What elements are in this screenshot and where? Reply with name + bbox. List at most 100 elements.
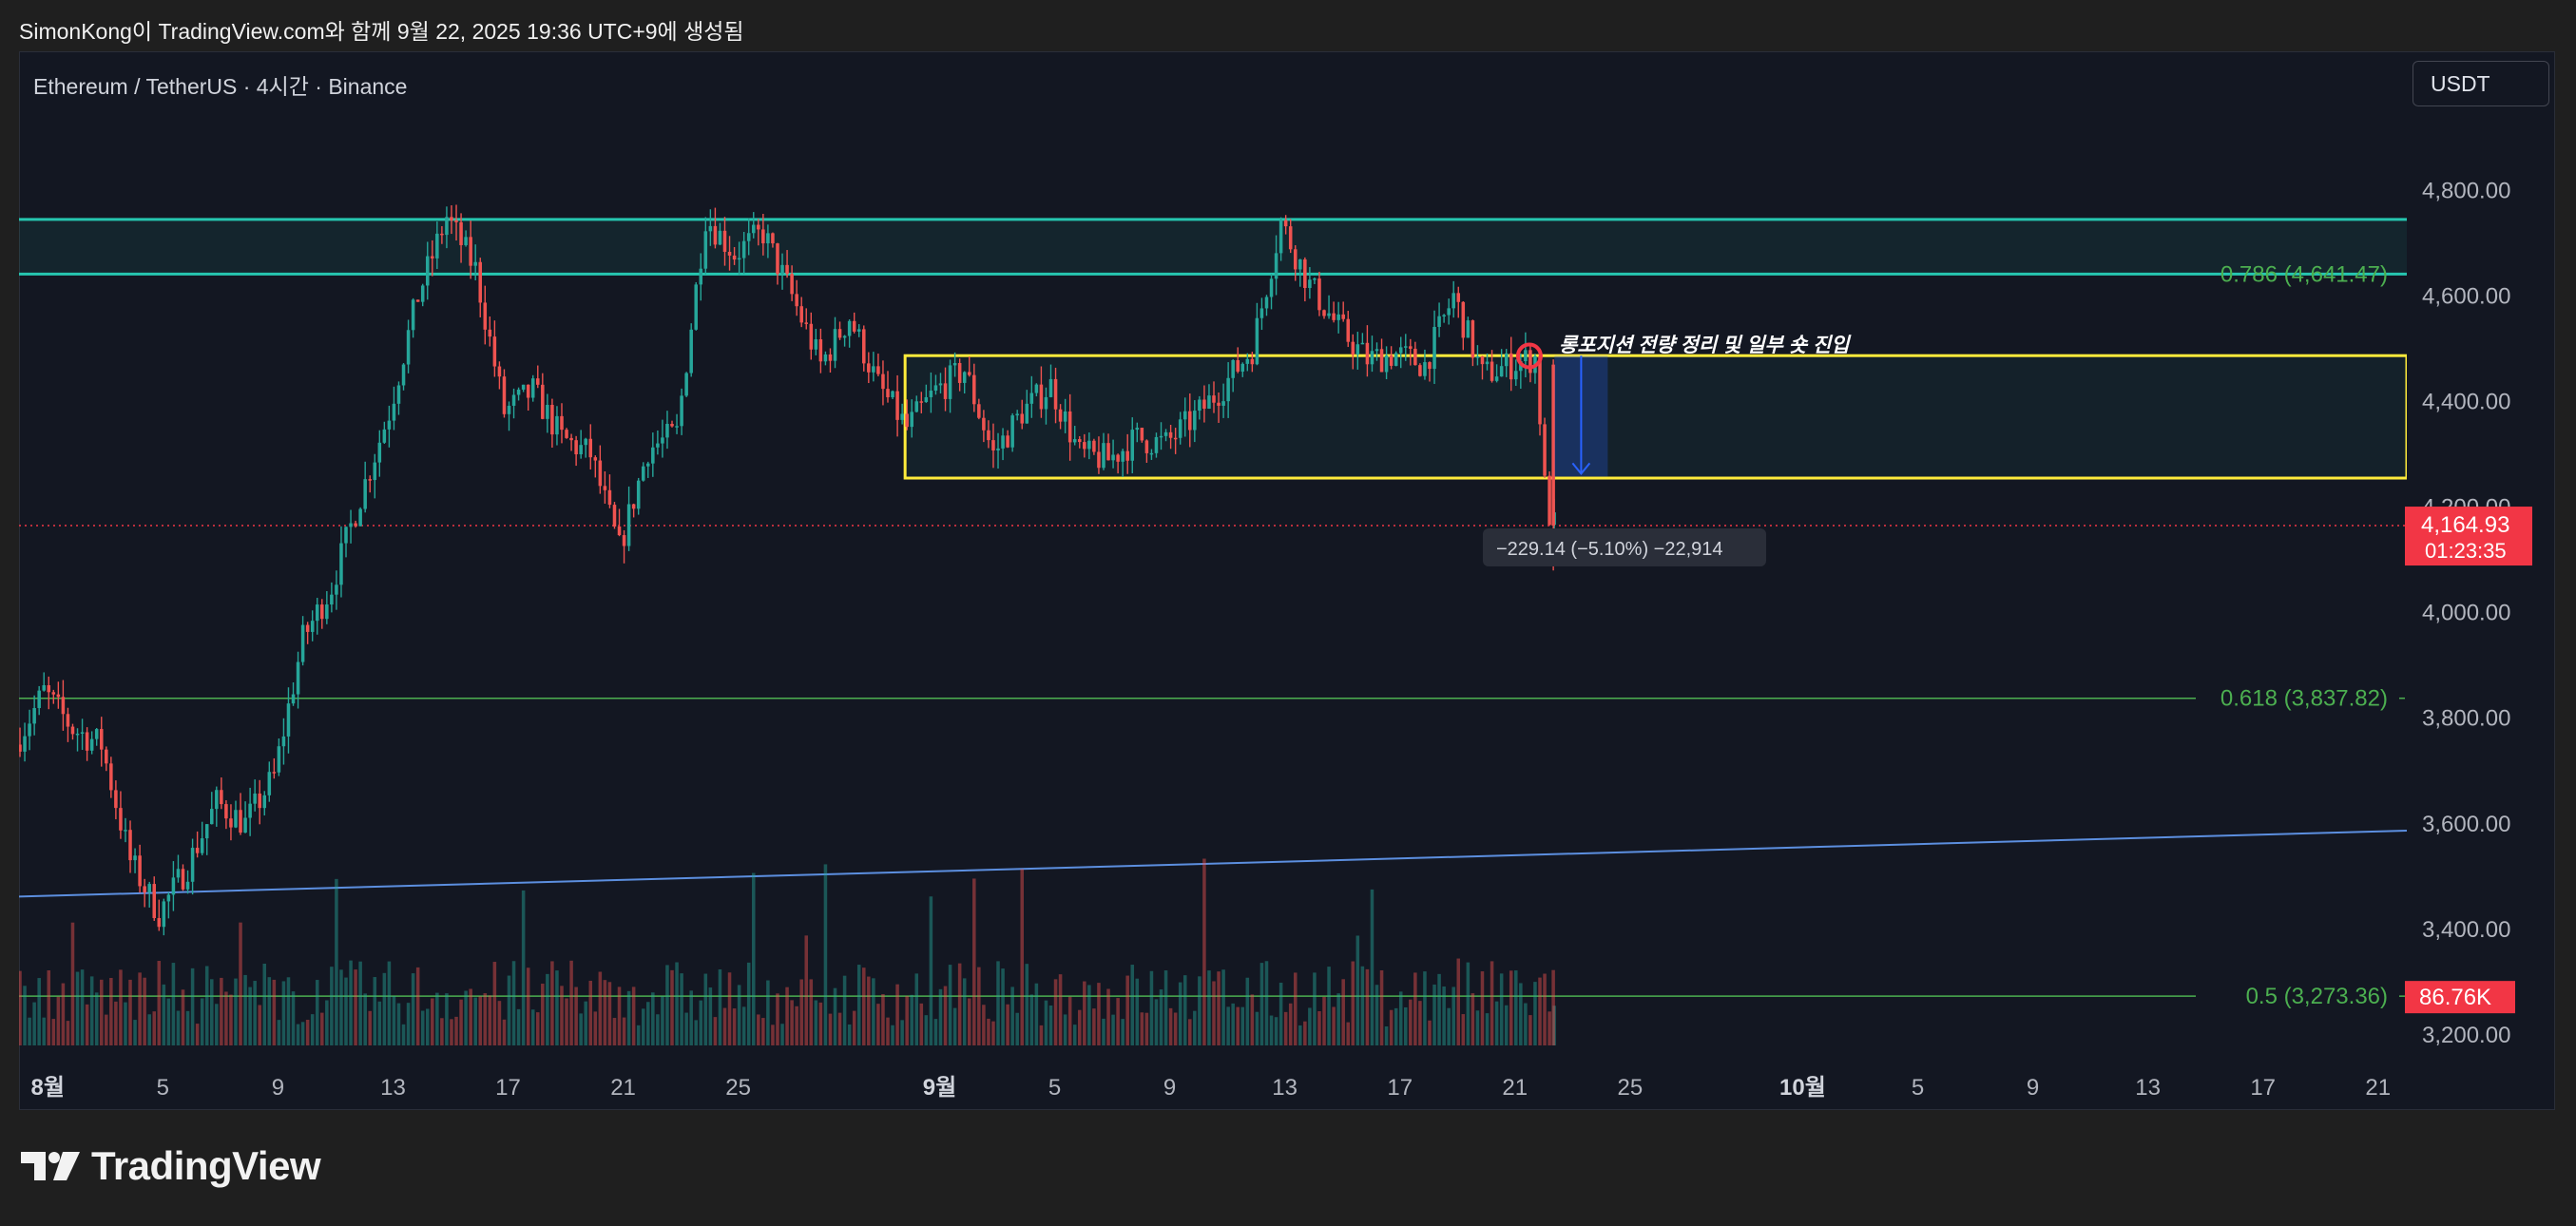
- candle-body: [1437, 316, 1441, 327]
- volume-bar: [1130, 965, 1135, 1045]
- resistance-zone: [19, 219, 2407, 275]
- volume-bar: [1398, 991, 1403, 1045]
- volume-bar: [1015, 1012, 1019, 1045]
- candle-body: [1173, 437, 1178, 440]
- candle-body: [80, 732, 85, 734]
- candle-body: [1447, 308, 1451, 316]
- volume-bar: [680, 973, 683, 1045]
- candle-body: [536, 378, 540, 385]
- candle-body: [1067, 411, 1072, 443]
- volume-bar: [722, 1007, 727, 1045]
- candle-body: [987, 430, 990, 441]
- candle-body: [1039, 384, 1044, 410]
- candle-body: [1264, 297, 1269, 309]
- volume-bar: [737, 985, 741, 1045]
- candle-body: [766, 233, 770, 244]
- volume-bar: [1514, 970, 1518, 1045]
- volume-bar: [718, 968, 722, 1045]
- candle-body: [737, 258, 741, 260]
- volume-bar: [80, 969, 85, 1045]
- volume-bar: [785, 987, 789, 1045]
- volume-bar: [1034, 983, 1039, 1045]
- volume-bar: [694, 1020, 698, 1045]
- candle-body: [363, 479, 367, 509]
- candle-body: [771, 233, 775, 244]
- volume-bar: [828, 1013, 833, 1045]
- volume-bar: [646, 1002, 650, 1045]
- candle-body: [1001, 435, 1005, 449]
- volume-bar: [377, 1001, 382, 1045]
- volume-bar: [1365, 968, 1370, 1045]
- candle-body: [1102, 443, 1105, 469]
- candle-body: [1332, 313, 1336, 320]
- candle-body: [478, 261, 483, 303]
- volume-bar: [991, 1021, 995, 1045]
- volume-bar: [459, 999, 463, 1045]
- volume-bar: [335, 878, 338, 1045]
- candle-body: [344, 527, 348, 544]
- candle-body: [1116, 454, 1120, 462]
- volume-bar: [37, 978, 41, 1045]
- candle-body: [910, 412, 913, 428]
- volume-bar: [1524, 1003, 1528, 1045]
- candle-body: [195, 848, 200, 853]
- volume-bar: [387, 961, 392, 1045]
- candle-body: [1543, 424, 1547, 476]
- candle-body: [1058, 409, 1063, 422]
- candle-body: [1020, 413, 1024, 424]
- candle-body: [1428, 362, 1432, 370]
- candle-body: [895, 391, 899, 420]
- volume-bar: [1490, 961, 1494, 1045]
- volume-bar: [1159, 989, 1163, 1045]
- candle-body: [776, 243, 779, 275]
- volume-bar: [1058, 974, 1063, 1045]
- volume-bar: [85, 1004, 89, 1045]
- volume-bar: [396, 1003, 401, 1045]
- volume-bar: [665, 965, 669, 1045]
- exit-marker-circle: [1515, 342, 1543, 370]
- candle-body: [229, 818, 233, 828]
- volume-bar: [684, 1012, 688, 1045]
- volume-bar: [373, 977, 377, 1045]
- candle-body: [401, 364, 406, 386]
- candle-body: [699, 268, 703, 285]
- volume-bar: [89, 976, 94, 1045]
- x-axis-label: 17: [2250, 1075, 2276, 1101]
- volume-bar: [1298, 1025, 1302, 1045]
- candle-body: [1389, 354, 1394, 366]
- candle-body: [406, 330, 411, 365]
- volume-bar: [1212, 981, 1216, 1045]
- volume-bar: [952, 1007, 957, 1045]
- candle-body: [483, 302, 488, 330]
- candle-body: [1231, 359, 1235, 378]
- volume-bar: [1193, 1010, 1197, 1045]
- currency-button[interactable]: USDT: [2413, 61, 2549, 106]
- volume-bar: [1423, 971, 1427, 1045]
- volume-bar: [732, 1008, 737, 1045]
- volume-bar: [1102, 1018, 1105, 1045]
- candle-body: [253, 793, 257, 804]
- volume-bar: [1163, 970, 1168, 1045]
- volume-bar: [1428, 1020, 1432, 1045]
- volume-bar: [982, 1005, 986, 1045]
- volume-bar: [1092, 1008, 1096, 1045]
- candle-body: [204, 824, 209, 839]
- candle-body: [1097, 451, 1101, 469]
- candle-body: [684, 373, 688, 396]
- volume-bar: [1144, 1012, 1149, 1045]
- volume-bar: [157, 961, 162, 1045]
- candle-body: [828, 354, 833, 361]
- candle-body: [636, 480, 641, 509]
- volume-bar: [598, 971, 603, 1045]
- candle-body: [105, 749, 108, 764]
- candle-body: [814, 339, 818, 350]
- x-axis-label: 8월: [31, 1075, 65, 1101]
- candle-body: [780, 264, 784, 275]
- candle-body: [938, 383, 943, 386]
- volume-bar: [124, 1002, 127, 1045]
- candle-body: [1404, 346, 1408, 348]
- candle-body: [349, 523, 353, 527]
- tradingview-logo[interactable]: TradingView: [21, 1143, 321, 1189]
- volume-bar: [1451, 987, 1455, 1045]
